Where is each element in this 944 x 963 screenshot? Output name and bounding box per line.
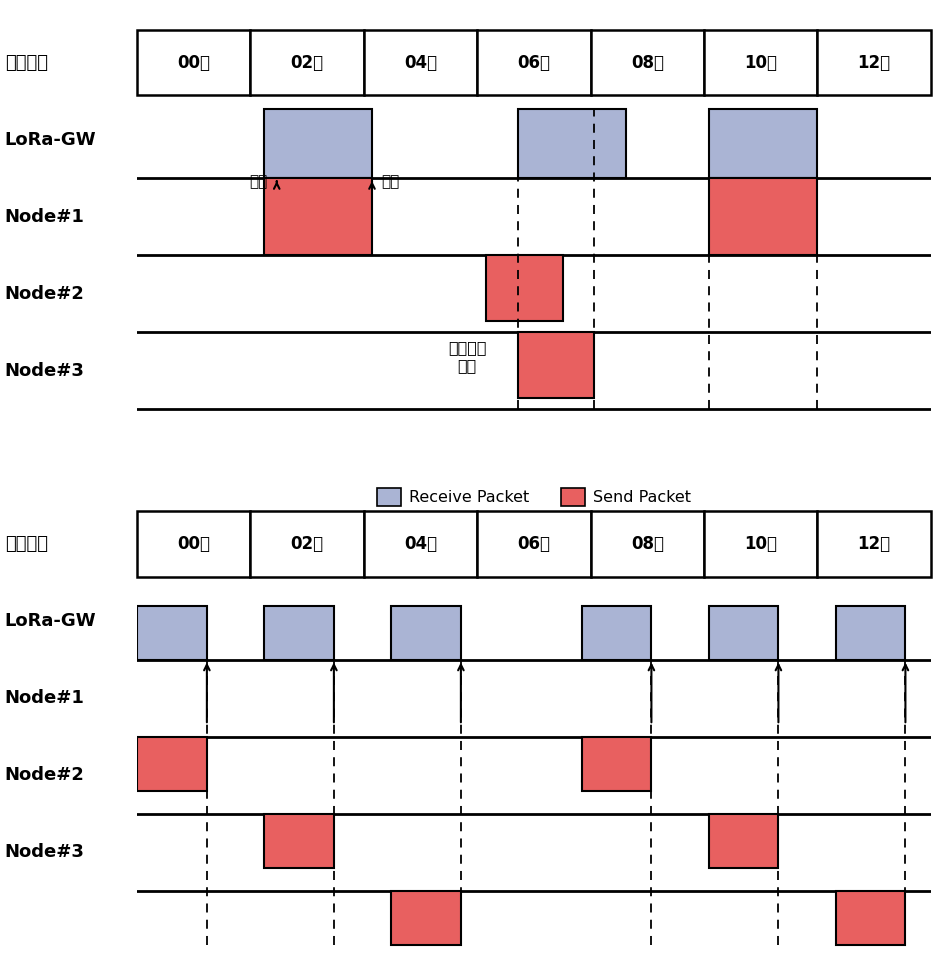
Text: Node#3: Node#3 [5,844,85,861]
Text: 10秒: 10秒 [744,535,776,553]
Text: Node#1: Node#1 [5,690,85,707]
Text: 02秒: 02秒 [290,54,324,71]
Text: 10秒: 10秒 [744,54,776,71]
Text: 開始: 開始 [248,173,267,189]
Bar [137,606,207,660]
Text: LoRa-GW: LoRa-GW [5,612,96,630]
Legend: Receive Packet, Send Packet: Receive Packet, Send Packet [370,482,697,512]
Bar [263,606,333,660]
Bar [477,30,590,95]
Bar [590,30,703,95]
Bar [363,30,477,95]
Bar [703,30,817,95]
Text: 02秒: 02秒 [290,535,324,553]
Bar [708,178,816,255]
Bar [590,511,703,577]
Text: 04秒: 04秒 [403,54,437,71]
Text: 04秒: 04秒 [403,535,437,553]
Bar [137,30,250,95]
Text: Node#2: Node#2 [5,767,85,784]
Bar [391,891,461,945]
Bar [708,109,816,178]
Bar [708,814,778,868]
Text: 時刻情報: 時刻情報 [5,54,48,71]
Bar [703,511,817,577]
Text: 08秒: 08秒 [631,54,663,71]
Bar [263,178,372,255]
Bar [486,255,562,321]
Bar [250,511,363,577]
Bar [817,30,930,95]
Bar [363,511,477,577]
Text: 06秒: 06秒 [517,54,549,71]
Text: 12秒: 12秒 [856,535,890,553]
Text: 終了: 終了 [381,173,399,189]
Bar [834,606,904,660]
Text: 時刻情報: 時刻情報 [5,535,48,553]
Text: LoRa-GW: LoRa-GW [5,131,96,148]
Text: Node#2: Node#2 [5,285,85,302]
Bar [581,737,650,791]
Bar [391,606,461,660]
Text: 00秒: 00秒 [177,535,210,553]
Bar [250,30,363,95]
Bar [517,109,625,178]
Bar [137,511,250,577]
Bar [263,814,333,868]
Bar [708,606,778,660]
Text: フレーム
衝突: フレーム 衝突 [447,340,486,374]
Text: 06秒: 06秒 [517,535,549,553]
Text: 00秒: 00秒 [177,54,210,71]
Text: Node#3: Node#3 [5,362,85,379]
Bar [263,109,372,178]
Bar [834,891,904,945]
Bar [517,332,594,398]
Bar [137,737,207,791]
Text: 08秒: 08秒 [631,535,663,553]
Bar [581,606,650,660]
Bar [477,511,590,577]
Text: 12秒: 12秒 [856,54,890,71]
Bar [817,511,930,577]
Text: Node#1: Node#1 [5,208,85,225]
